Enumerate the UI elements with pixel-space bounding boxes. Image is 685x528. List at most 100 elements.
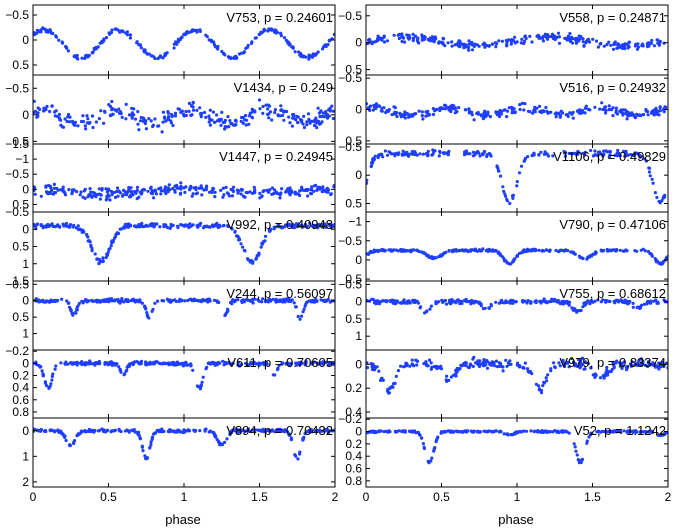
data-point [658, 106, 662, 110]
data-point [237, 52, 242, 56]
data-point [517, 364, 521, 368]
data-point [272, 191, 276, 195]
data-point [293, 453, 297, 457]
data-point [403, 116, 407, 120]
data-point [89, 193, 93, 197]
data-point [50, 299, 54, 304]
data-point [623, 108, 627, 112]
data-point [654, 298, 658, 302]
data-point [490, 42, 494, 46]
data-point [78, 361, 82, 365]
data-point [504, 300, 509, 305]
data-point [89, 245, 93, 249]
data-point [411, 32, 415, 36]
data-point [403, 40, 407, 44]
data-point [286, 430, 290, 434]
data-point [430, 256, 435, 260]
data-point [210, 118, 214, 122]
data-point [639, 357, 643, 361]
y-tick-label: 0.6 [12, 393, 29, 407]
data-point [658, 39, 662, 44]
data-point [567, 365, 571, 369]
data-point [205, 184, 209, 188]
data-point [161, 361, 165, 365]
data-point [198, 28, 202, 32]
data-point [312, 184, 317, 188]
data-point [533, 110, 537, 114]
data-point [117, 107, 121, 111]
y-tick-label: −1.5 [5, 137, 29, 151]
data-point [138, 43, 142, 47]
data-point [480, 152, 484, 156]
data-point [513, 110, 517, 114]
data-point [647, 41, 651, 45]
data-point [206, 299, 210, 303]
data-point [282, 297, 286, 301]
data-point [383, 299, 387, 303]
data-point [581, 305, 585, 309]
data-point [67, 224, 71, 228]
data-point [450, 40, 454, 44]
data-point [646, 113, 650, 117]
data-point [57, 112, 62, 116]
data-point [263, 361, 267, 365]
data-point [523, 158, 527, 162]
data-point [277, 363, 281, 368]
data-point [502, 189, 506, 193]
data-point [467, 39, 471, 43]
data-point [374, 102, 379, 106]
data-point [230, 194, 235, 198]
y-tick-label: 0.5 [12, 58, 29, 72]
data-point [316, 106, 320, 110]
data-point [557, 111, 561, 115]
data-point [535, 430, 540, 434]
data-point [173, 190, 177, 194]
data-point [270, 186, 275, 190]
data-point [297, 50, 301, 54]
data-point [296, 120, 300, 125]
data-point [399, 364, 403, 368]
data-point [517, 171, 522, 175]
data-point [43, 428, 48, 433]
data-point [541, 39, 546, 43]
data-point [156, 57, 160, 61]
data-point [140, 221, 144, 225]
data-point [225, 437, 229, 441]
data-point [110, 239, 114, 243]
data-point [301, 122, 305, 126]
data-point [562, 299, 566, 303]
data-point [247, 114, 251, 118]
data-point [422, 251, 426, 255]
data-point [75, 190, 79, 194]
data-point [279, 191, 283, 195]
data-point [174, 40, 178, 44]
data-point [166, 110, 170, 114]
data-point [182, 430, 186, 434]
data-point [293, 192, 297, 196]
data-point [555, 35, 559, 39]
data-point [233, 230, 237, 234]
data-point [424, 114, 428, 118]
data-point [89, 190, 93, 194]
data-point [221, 186, 225, 190]
data-point [288, 224, 292, 228]
data-point [212, 120, 217, 124]
data-point [478, 154, 482, 158]
data-point [464, 297, 468, 302]
data-point [233, 300, 237, 304]
data-point [312, 123, 317, 128]
data-point [460, 430, 464, 434]
data-point [664, 105, 668, 109]
data-point [122, 188, 126, 192]
data-point [562, 361, 566, 365]
data-point [303, 432, 307, 436]
data-point [573, 151, 577, 155]
data-point [153, 222, 157, 226]
data-point [278, 196, 282, 200]
data-point [119, 227, 124, 231]
data-point [607, 299, 611, 303]
data-point [130, 190, 134, 194]
data-point [207, 114, 211, 118]
data-point [373, 154, 377, 158]
